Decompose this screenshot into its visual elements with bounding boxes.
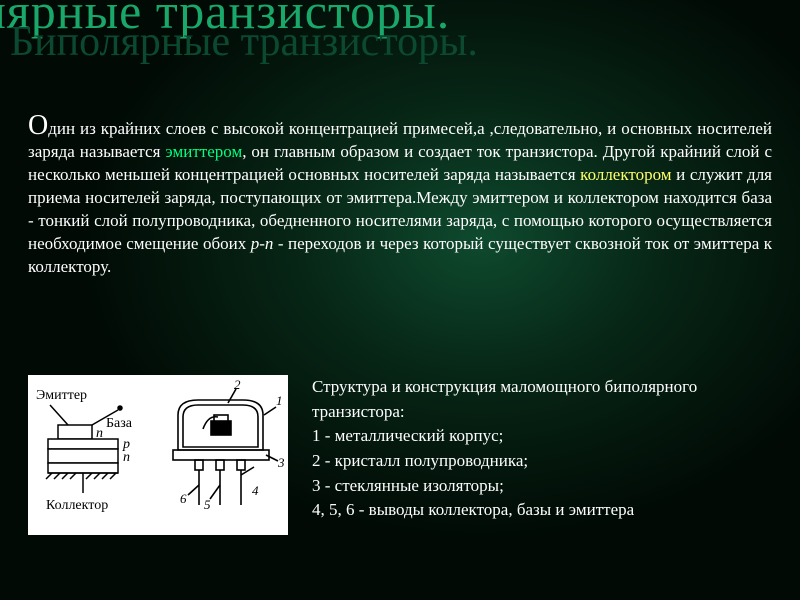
caption-line-3: 3 - стеклянные изоляторы;	[312, 474, 772, 499]
diagram-caption: Структура и конструкция маломощного бипо…	[312, 375, 772, 523]
highlight-collector: коллектором	[580, 165, 671, 184]
caption-line-0: Структура и конструкция маломощного бипо…	[312, 375, 772, 424]
lower-row: Эмиттер База Коллектор n p n	[28, 375, 772, 535]
diagram-num-4: 4	[252, 483, 259, 498]
caption-line-2: 2 - кристалл полупроводника;	[312, 449, 772, 474]
diagram-num-5: 5	[204, 497, 211, 512]
diagram-label-emitter: Эмиттер	[36, 388, 87, 403]
diagram-num-2: 2	[234, 377, 241, 392]
pn-italic: p-n	[251, 234, 274, 253]
diagram-num-3: 3	[277, 455, 285, 470]
highlight-emitter: эмиттером	[165, 142, 242, 161]
diagram-label-base: База	[106, 416, 133, 431]
dropcap: О	[28, 110, 48, 141]
diagram-num-1: 1	[276, 393, 283, 408]
diagram-label-n1: n	[96, 426, 103, 441]
caption-line-1: 1 - металлический корпус;	[312, 424, 772, 449]
slide-title-stack: иполярные транзисторы. Биполярные транзи…	[0, 0, 800, 102]
body-paragraph: Один из крайних слоев с высокой концентр…	[28, 112, 772, 279]
diagram-num-6: 6	[180, 491, 187, 506]
slide-title-layer-1: иполярные транзисторы.	[0, 0, 450, 40]
diagram-label-collector: Коллектор	[46, 498, 108, 513]
diagram-label-n2: n	[123, 450, 130, 465]
slide-title-layer-2: Биполярные транзисторы.	[10, 18, 478, 66]
transistor-diagram: Эмиттер База Коллектор n p n	[28, 375, 288, 535]
caption-line-4: 4, 5, 6 - выводы коллектора, базы и эмит…	[312, 498, 772, 523]
